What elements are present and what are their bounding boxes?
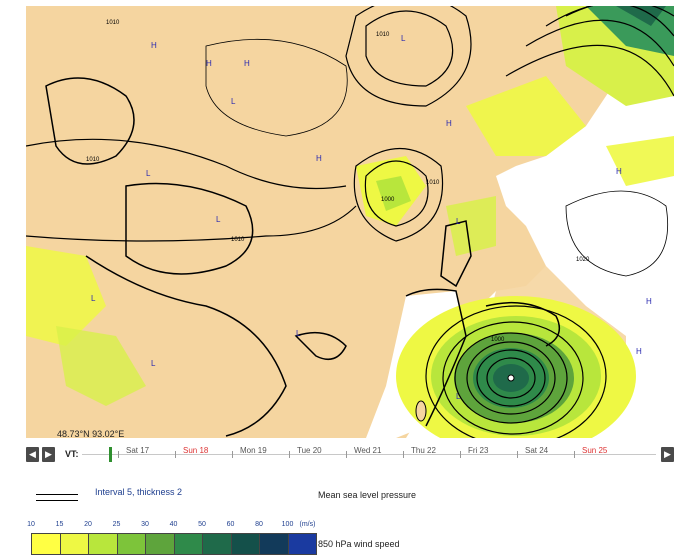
contour-line-sample [36, 500, 78, 501]
timeline-day[interactable]: Sun 25 [582, 446, 608, 455]
low-pressure-label: L [231, 97, 236, 106]
play-icon[interactable]: ▶ [661, 447, 674, 462]
colorbar-swatch [173, 533, 203, 555]
isobar-label-group: 1010 1010 1010 1000 1010 1020 1010 1000 [86, 20, 590, 343]
colorbar-title: 850 hPa wind speed [318, 539, 400, 549]
colorbar-swatch [287, 533, 317, 555]
colorbar-tick-label: 20 [84, 521, 92, 528]
colorbar-tick-label: 10 [27, 521, 35, 528]
chevron-right-icon[interactable]: ▶ [42, 447, 55, 462]
colorbar-tick-label: 100 [281, 521, 294, 528]
isobar-label: 1020 [576, 257, 590, 263]
colorbar-unit: (m/s) [299, 521, 316, 528]
high-pressure-label: H [244, 59, 250, 68]
colorbar-swatch [202, 533, 232, 555]
low-pressure-label: L [146, 169, 151, 178]
timeline-tick [346, 451, 347, 458]
weather-map[interactable]: 1010 1010 1010 1000 1010 1020 1010 1000 … [26, 6, 674, 438]
low-pressure-label: L [216, 215, 221, 224]
high-pressure-label: H [616, 167, 622, 176]
wind-shade [446, 196, 496, 256]
chevron-left-icon[interactable]: ◀ [26, 447, 39, 462]
wind-shade [466, 76, 586, 156]
timeline-day[interactable]: Fri 23 [468, 446, 489, 455]
low-pressure-label: L [456, 392, 461, 401]
colorbar-swatch [230, 533, 260, 555]
colorbar [31, 533, 317, 555]
timeline-tick [175, 451, 176, 458]
colorbar-tick-label: 50 [198, 521, 206, 528]
wind-shade [606, 136, 674, 186]
colorbar-swatch [31, 533, 61, 555]
timeline-tick [517, 451, 518, 458]
timeline-day[interactable]: Thu 22 [411, 446, 436, 455]
timeline-day[interactable]: Tue 20 [297, 446, 322, 455]
high-pressure-label: H [206, 59, 212, 68]
wind-shade [376, 176, 411, 211]
contour-title: Mean sea level pressure [318, 490, 417, 500]
high-pressure-label: H [316, 154, 322, 163]
wind-shade [26, 246, 106, 346]
timeline-day[interactable]: Mon 19 [240, 446, 267, 455]
colorbar-tick-label: 15 [55, 521, 64, 528]
colorbar-tick-label: 40 [169, 521, 178, 528]
timeline-day[interactable]: Sun 18 [183, 446, 209, 455]
colorbar-swatch [145, 533, 175, 555]
low-pressure-label: L [456, 217, 461, 226]
low-pressure-label: L [91, 294, 96, 303]
isobar-label: 1010 [106, 20, 120, 26]
timeline-tick [232, 451, 233, 458]
timeline-tick [118, 451, 119, 458]
isobar-label: 1000 [381, 197, 395, 203]
timeline-track[interactable] [82, 454, 656, 455]
high-pressure-label: H [636, 347, 642, 356]
timeline-current-marker[interactable] [109, 447, 112, 462]
isobar-label: 1010 [426, 180, 440, 186]
colorbar-swatch [88, 533, 118, 555]
high-pressure-label: H [151, 41, 157, 50]
timeline-tick [403, 451, 404, 458]
map-canvas: 1010 1010 1010 1000 1010 1020 1010 1000 … [26, 6, 674, 438]
coastline-group [45, 77, 561, 437]
colorbar-swatch [259, 533, 289, 555]
contour-line-sample [36, 494, 78, 495]
colorbar-tick-label: 80 [255, 521, 263, 528]
low-pressure-label: L [151, 359, 156, 368]
wind-shade [56, 326, 146, 406]
timeline-tick [460, 451, 461, 458]
high-pressure-label: H [646, 297, 652, 306]
timeline-tick [289, 451, 290, 458]
colorbar-swatch [59, 533, 89, 555]
valid-time-label: VT: [65, 449, 79, 459]
timeline-day[interactable]: Wed 21 [354, 446, 382, 455]
timeline-day[interactable]: Sat 24 [525, 446, 549, 455]
isobar-label: 1000 [491, 337, 505, 343]
colorbar-tick-label: 30 [141, 521, 149, 528]
low-pressure-label: L [401, 34, 406, 43]
high-pressure-label: H [446, 119, 452, 128]
timeline-day[interactable]: Sat 17 [126, 446, 150, 455]
wind-shade [616, 6, 666, 26]
isobar-label: 1010 [376, 32, 390, 38]
pressure-center-group: H H H H H H H H L L L L L L L L L [91, 34, 652, 401]
low-pressure-label: L [296, 329, 301, 338]
colorbar-tick-label: 60 [226, 521, 235, 528]
contour-interval-label: Interval 5, thickness 2 [95, 487, 183, 497]
coordinate-readout: 48.73°N 93.02°E [57, 429, 125, 438]
colorbar-tick-labels: 10 15 20 25 30 40 50 60 80 100 (m/s) [27, 521, 330, 531]
isobar-group [26, 6, 674, 438]
colorbar-swatch [116, 533, 146, 555]
timeline-bar: ◀ ▶ VT: ▶ Sat 17 Sun 18 Mon 19 Tue 20 Wed 21… [26, 444, 676, 466]
colorbar-tick-label: 25 [112, 521, 121, 528]
isobar-label: 1010 [86, 157, 100, 163]
isobar-label: 1010 [231, 237, 245, 243]
timeline-tick [574, 451, 575, 458]
